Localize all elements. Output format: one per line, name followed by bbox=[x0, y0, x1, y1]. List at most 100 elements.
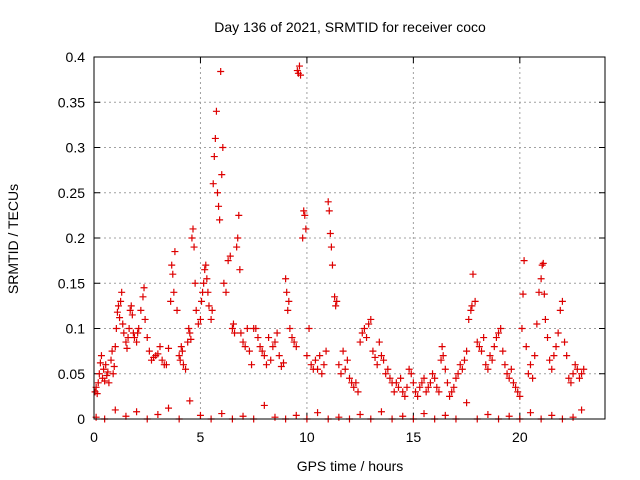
data-point bbox=[122, 338, 130, 346]
data-point bbox=[245, 347, 253, 355]
data-point bbox=[443, 379, 451, 387]
data-point bbox=[219, 144, 227, 151]
data-point bbox=[285, 297, 293, 305]
data-point bbox=[397, 374, 405, 382]
data-point bbox=[273, 329, 281, 337]
data-point bbox=[220, 279, 228, 287]
data-point bbox=[165, 344, 173, 352]
data-point bbox=[190, 243, 198, 251]
data-point bbox=[405, 365, 413, 373]
data-point bbox=[107, 356, 115, 364]
data-point bbox=[165, 404, 173, 412]
data-point bbox=[327, 243, 335, 251]
data-point bbox=[301, 211, 309, 219]
data-point bbox=[186, 397, 194, 405]
data-point bbox=[94, 379, 102, 387]
data-point bbox=[290, 338, 298, 346]
data-point bbox=[537, 275, 545, 283]
data-point bbox=[191, 279, 199, 287]
data-point bbox=[463, 347, 471, 355]
data-point bbox=[332, 302, 340, 310]
data-point bbox=[563, 352, 571, 360]
data-point bbox=[241, 343, 249, 351]
data-point bbox=[215, 202, 223, 210]
data-point bbox=[533, 320, 541, 328]
data-point bbox=[198, 297, 206, 305]
data-point bbox=[550, 352, 558, 360]
data-point bbox=[522, 343, 530, 351]
data-point bbox=[420, 374, 428, 382]
data-point bbox=[269, 343, 277, 351]
data-point bbox=[194, 320, 202, 328]
y-tick-label: 0.05 bbox=[58, 366, 85, 382]
data-point bbox=[209, 180, 217, 188]
data-point bbox=[262, 361, 270, 369]
data-point bbox=[135, 325, 143, 332]
data-point bbox=[114, 302, 122, 310]
data-point bbox=[546, 356, 554, 364]
data-point bbox=[109, 370, 117, 378]
data-point bbox=[108, 347, 116, 355]
data-point bbox=[235, 211, 243, 219]
data-point bbox=[377, 408, 385, 416]
data-point bbox=[431, 374, 439, 382]
data-point bbox=[478, 347, 486, 355]
data-point bbox=[346, 374, 353, 382]
data-point bbox=[469, 270, 477, 278]
data-point bbox=[412, 388, 420, 396]
data-point bbox=[571, 361, 579, 369]
data-point bbox=[302, 225, 310, 233]
data-point bbox=[468, 302, 476, 310]
data-point bbox=[154, 410, 162, 418]
data-point bbox=[409, 379, 417, 387]
data-point bbox=[486, 352, 494, 360]
data-point bbox=[394, 383, 402, 391]
data-point bbox=[328, 261, 336, 269]
data-point bbox=[433, 383, 441, 391]
data-point bbox=[267, 356, 275, 364]
data-point bbox=[333, 297, 341, 305]
data-point bbox=[156, 343, 164, 351]
data-point bbox=[497, 325, 505, 332]
data-point bbox=[426, 379, 434, 387]
data-point bbox=[446, 392, 454, 400]
data-point bbox=[505, 374, 513, 382]
data-point bbox=[116, 314, 124, 322]
data-point bbox=[204, 288, 212, 296]
data-point bbox=[297, 71, 305, 79]
data-point bbox=[211, 134, 219, 142]
data-point bbox=[509, 379, 517, 387]
data-point bbox=[403, 383, 411, 391]
data-point bbox=[256, 343, 264, 351]
data-point bbox=[275, 352, 283, 360]
data-point bbox=[516, 392, 524, 400]
data-point bbox=[236, 266, 244, 274]
data-point bbox=[217, 67, 225, 75]
data-point bbox=[282, 275, 290, 283]
data-point bbox=[188, 234, 196, 242]
data-point bbox=[524, 370, 532, 378]
chart-title: Day 136 of 2021, SRMTID for receiver coc… bbox=[214, 19, 486, 35]
data-point bbox=[326, 229, 334, 237]
data-point bbox=[331, 293, 339, 301]
data-point bbox=[578, 406, 586, 414]
data-point bbox=[170, 288, 178, 296]
data-point bbox=[463, 399, 471, 407]
data-point bbox=[343, 356, 351, 364]
data-point bbox=[526, 409, 534, 417]
data-point bbox=[169, 270, 177, 278]
data-point bbox=[580, 365, 588, 373]
data-point bbox=[218, 410, 226, 418]
data-point bbox=[548, 411, 556, 419]
data-point bbox=[495, 329, 503, 337]
data-point bbox=[237, 329, 245, 337]
data-point bbox=[100, 365, 108, 373]
data-point bbox=[243, 325, 251, 332]
data-point bbox=[292, 343, 300, 351]
data-point bbox=[358, 329, 366, 337]
data-point bbox=[490, 343, 498, 351]
data-point bbox=[356, 338, 364, 346]
data-point bbox=[93, 390, 101, 398]
data-point bbox=[176, 356, 184, 364]
data-point bbox=[154, 350, 162, 358]
